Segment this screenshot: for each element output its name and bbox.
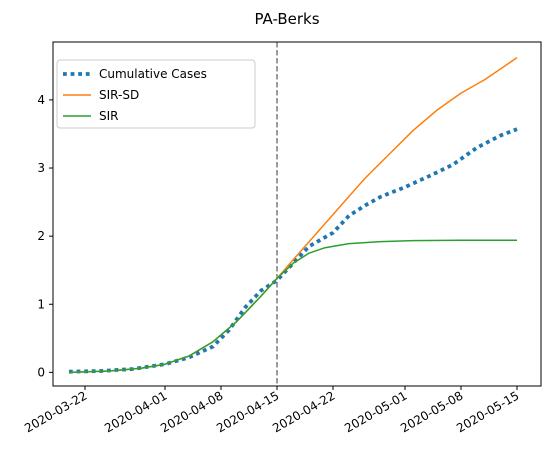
- legend: Cumulative Cases SIR-SD SIR: [56, 59, 256, 129]
- legend-label: Cumulative Cases: [99, 67, 207, 81]
- axes-frame: [52, 41, 542, 387]
- x-tick-label: 2020-04-01: [102, 388, 169, 435]
- x-tick-label: 2020-04-15: [214, 388, 281, 435]
- series-line-sir: [68, 239, 517, 374]
- x-tick-label: 2020-04-22: [270, 388, 337, 435]
- legend-box: [56, 59, 256, 129]
- y-tick-label: 3: [37, 161, 45, 175]
- y-tick-label: 4: [37, 93, 45, 107]
- x-tick-label: 2020-05-08: [398, 388, 465, 435]
- legend-label: SIR: [99, 109, 119, 123]
- x-tick-label: 2020-05-15: [454, 388, 521, 435]
- y-tick-label: 1: [37, 297, 45, 311]
- legend-label: SIR-SD: [99, 88, 139, 102]
- x-tick-label: 2020-03-22: [22, 388, 89, 435]
- x-tick-label: 2020-05-01: [342, 388, 409, 435]
- chart-title: PA-Berks: [254, 10, 319, 28]
- x-tick-label: 2020-04-08: [158, 388, 225, 435]
- y-tick-label: 0: [37, 365, 45, 379]
- series-line-cumulative-cases: [68, 127, 518, 374]
- y-tick-label: 2: [37, 229, 45, 243]
- plot-area: [68, 42, 518, 386]
